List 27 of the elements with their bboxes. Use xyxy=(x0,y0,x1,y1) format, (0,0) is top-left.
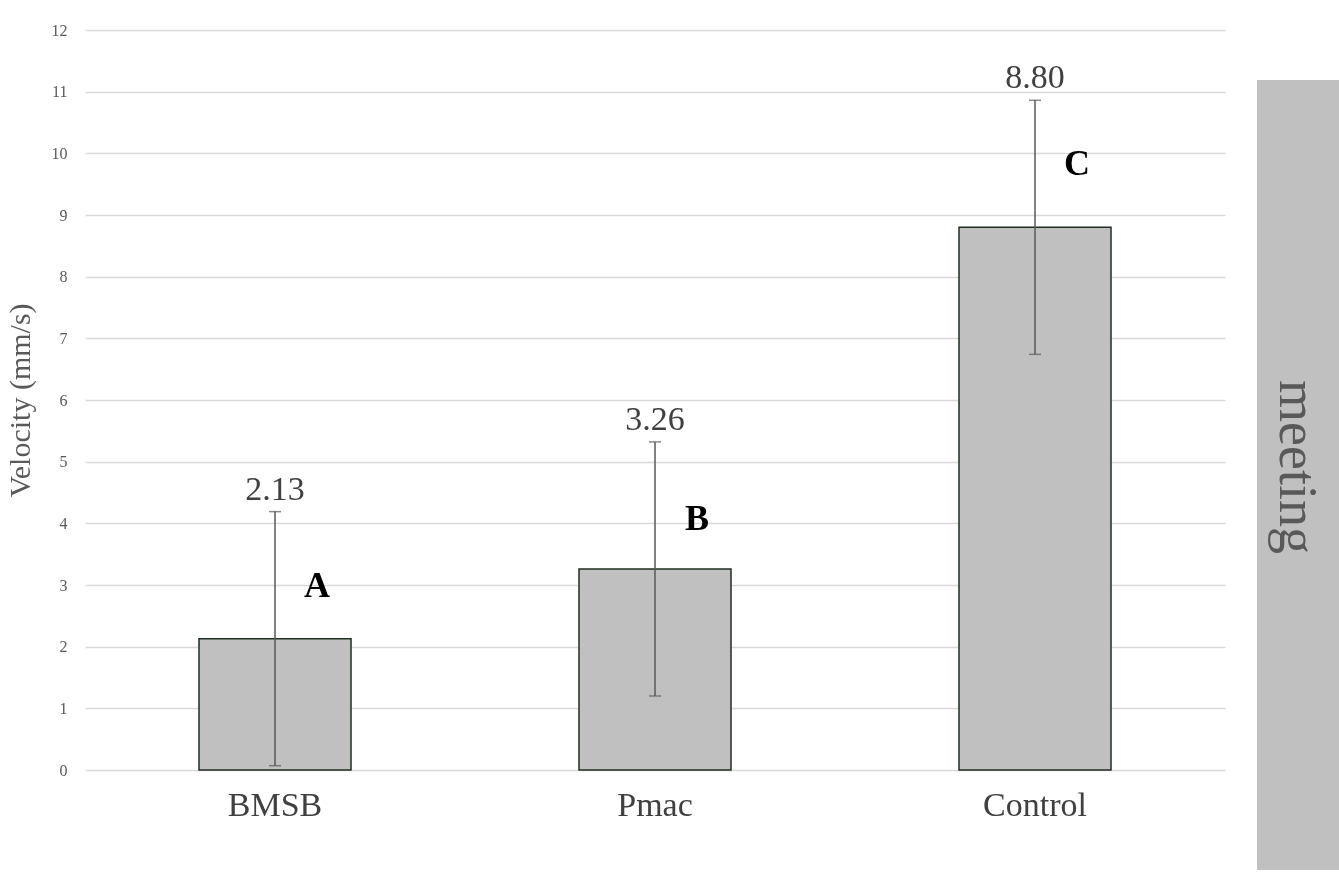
y-tick-label: 9 xyxy=(59,206,68,224)
bar xyxy=(958,226,1112,771)
y-tick-label: 7 xyxy=(59,329,68,347)
x-tick-label: Pmac xyxy=(617,785,693,823)
y-tick-label: 10 xyxy=(51,144,68,162)
y-tick-label: 12 xyxy=(51,21,68,39)
annotation: C xyxy=(1064,142,1090,183)
y-tick-label: 8 xyxy=(59,268,68,286)
annotation: A xyxy=(304,565,330,606)
y-tick-label: 1 xyxy=(59,699,68,717)
y-tick-label: 2 xyxy=(59,638,68,656)
y-tick-label: 11 xyxy=(52,83,68,101)
x-tick-label: Control xyxy=(983,785,1087,823)
annotation: 2.13 xyxy=(245,469,305,507)
side-panel: meeting xyxy=(1257,80,1339,870)
y-tick-label: 6 xyxy=(59,391,68,409)
bar xyxy=(198,637,352,771)
annotation: B xyxy=(684,498,710,539)
annotation: 3.26 xyxy=(625,399,685,437)
y-tick-label: 0 xyxy=(59,761,68,779)
y-tick-label: 5 xyxy=(59,453,68,471)
annotation: 8.80 xyxy=(1005,58,1065,96)
y-tick-label: 3 xyxy=(59,576,68,594)
bar xyxy=(578,568,732,771)
y-axis-title: Velocity (mm/s) xyxy=(2,303,37,498)
y-tick-label: 4 xyxy=(59,514,68,532)
x-tick-label: BMSB xyxy=(227,785,323,823)
